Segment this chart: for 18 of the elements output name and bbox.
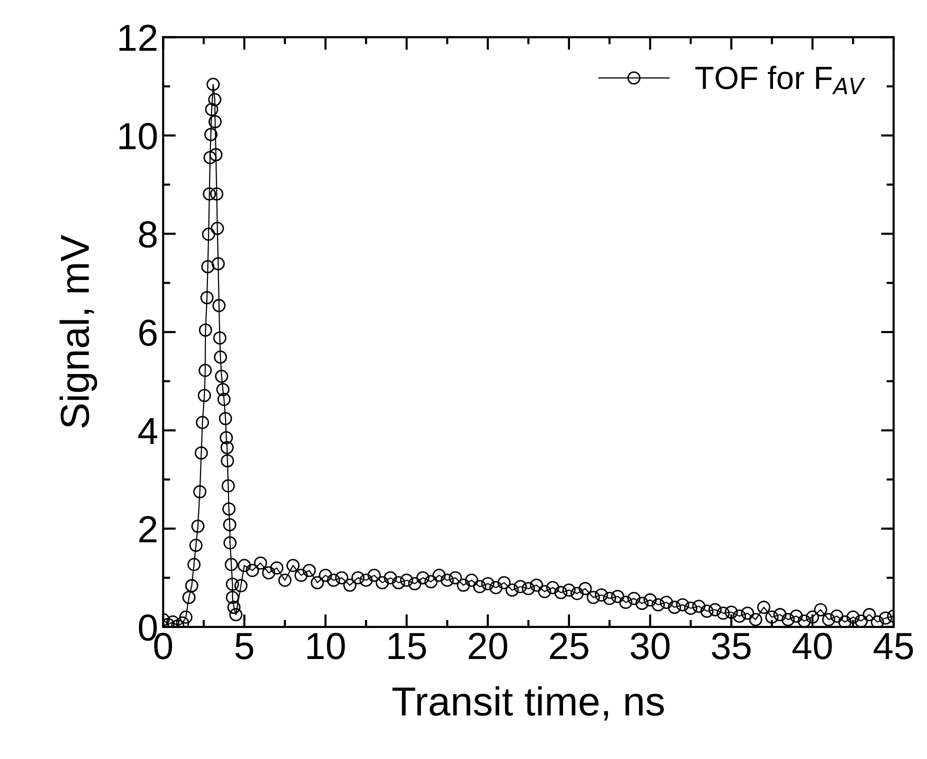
x-tick-label: 45 — [874, 633, 913, 660]
y-tick-label: 2 — [139, 516, 156, 542]
x-tick-label: 35 — [712, 632, 751, 660]
y-tick-label: 10 — [119, 122, 157, 150]
x-tick-label: 15 — [388, 633, 426, 660]
y-tick-label: 8 — [139, 221, 157, 248]
x-tick-label: 10 — [307, 632, 345, 660]
legend-label: TOF for F$_{AV}$ — [695, 66, 866, 94]
x-tick-label: 40 — [792, 632, 832, 660]
x-tick-label: 25 — [550, 632, 588, 660]
y-tick-label: 6 — [139, 319, 157, 346]
y-tick-label: 12 — [119, 24, 156, 51]
x-axis-title: Transit time, ns — [392, 686, 664, 721]
y-axis-title: Signal, mV — [60, 234, 98, 428]
y-tick-label: 4 — [138, 418, 158, 444]
x-tick-label: 30 — [630, 632, 670, 660]
x-tick-label: 5 — [235, 633, 254, 660]
x-tick-label: 20 — [468, 632, 508, 660]
